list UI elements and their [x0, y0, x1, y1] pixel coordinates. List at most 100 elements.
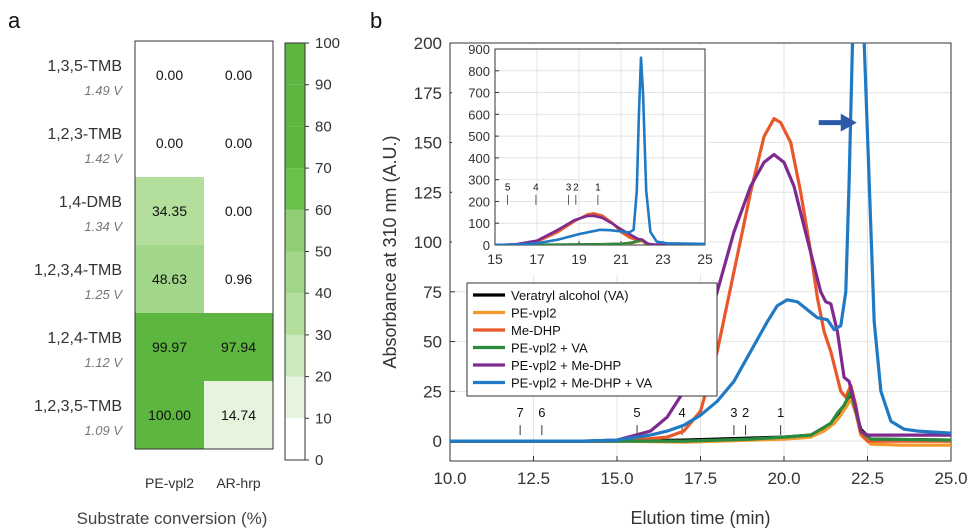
x-tick-label: 12.5 [517, 469, 550, 488]
row-potential: 1.09 V [84, 423, 123, 438]
colorbar-segment [285, 251, 305, 294]
colorbar-segment [285, 168, 305, 210]
peak-marker-label: 5 [633, 405, 640, 420]
x-tick-label: 15.0 [600, 469, 633, 488]
inset-series-line [495, 56, 705, 245]
x-axis-label: Elution time (min) [630, 508, 770, 528]
colorbar-tick-label: 0 [315, 452, 323, 469]
legend-label: Me-DHP [511, 323, 561, 338]
inset-x-tick-label: 17 [529, 251, 545, 267]
arrow-head [840, 113, 857, 132]
heatmap-cell [135, 313, 204, 381]
y-tick-label: 50 [423, 333, 442, 352]
cell-value: 0.00 [156, 135, 183, 151]
colorbar-tick-label: 40 [315, 285, 332, 302]
x-tick-label: 22.5 [851, 469, 884, 488]
heatmap-cell [204, 313, 273, 381]
colorbar-tick-label: 30 [315, 327, 332, 344]
colorbar-segment [285, 43, 305, 85]
series-line [450, 152, 951, 443]
peak-marker-label: 3 [730, 405, 737, 420]
heatmap-cell [204, 245, 273, 313]
heatmap-cell [204, 381, 273, 449]
y-tick-label: 0 [433, 432, 442, 451]
series-line [450, 43, 951, 443]
inset-peak-label: 5 [505, 183, 511, 194]
colorbar-segment [285, 334, 305, 377]
inset-series-lines [495, 56, 705, 245]
y-tick-label: 150 [414, 134, 442, 153]
inset-y-tick-label: 100 [468, 216, 490, 231]
colorbar-tick-label: 50 [315, 244, 332, 261]
legend-label: PE-vpl2 + VA [511, 341, 588, 356]
inset-y-tick-label: 600 [468, 107, 490, 122]
inset-x-tick-label: 25 [697, 251, 713, 267]
legend-label: PE-vpl2 + Me-DHP [511, 358, 621, 373]
colorbar-tick-label: 10 [315, 410, 332, 427]
colorbar-tick-label: 80 [315, 118, 332, 135]
peak-marker-label: 7 [517, 405, 524, 420]
row-potential: 1.12 V [84, 355, 123, 370]
inset-y-tick-label: 700 [468, 86, 490, 101]
cell-value: 100.00 [148, 407, 191, 423]
row-label: 1,3,5-TMB [47, 58, 122, 75]
cell-value: 48.63 [152, 271, 187, 287]
colorbar-segment [285, 126, 305, 169]
colorbar-segment [285, 376, 305, 419]
row-label: 1,2,3-TMB [47, 126, 122, 143]
chromatogram-panel: 10.0 12.5 15.0 17.5 20.0 22.5 25.0025507510012… [380, 34, 968, 528]
inset-peak-label: 2 [573, 183, 579, 194]
inset-x-tick-label: 19 [571, 251, 587, 267]
heatmap-cell [135, 177, 204, 245]
legend-label: PE-vpl2 + Me-DHP + VA [511, 376, 652, 391]
row-label: 1,2,3,4-TMB [34, 262, 122, 279]
row-label: 1,2,4-TMB [47, 330, 122, 347]
x-axis-label: Substrate conversion (%) [77, 509, 268, 528]
peak-marker-label: 4 [679, 405, 686, 420]
cell-value: 14.74 [221, 407, 256, 423]
inset-background [452, 45, 708, 275]
peak-marker-label: 1 [777, 405, 784, 420]
row-label: 1,4-DMB [59, 194, 122, 211]
legend-label: PE-vpl2 [511, 306, 557, 321]
inset-x-tick-label: 21 [613, 251, 629, 267]
heatmap-cell [135, 41, 204, 109]
x-tick-label: 17.5 [684, 469, 717, 488]
heatmap-frame [134, 40, 274, 450]
inset-y-tick-label: 200 [468, 194, 490, 209]
series-lines [450, 43, 951, 447]
colorbar-segment [285, 418, 305, 460]
row-potential: 1.25 V [84, 287, 123, 302]
inset-y-tick-label: 400 [468, 151, 490, 166]
peak-marker-label: 2 [742, 405, 749, 420]
inset-x-tick-label: 23 [655, 251, 671, 267]
colorbar-tick-label: 60 [315, 202, 332, 219]
heatmap-cell [204, 41, 273, 109]
heatmap-panel: 1,3,5-TMB 1.49 V 0.00 0.00 1,2,3-TMB 1.42 V 0.… [34, 35, 340, 528]
panel-b-label: b [370, 8, 382, 33]
plot-frame [449, 42, 952, 462]
y-tick-label: 25 [423, 382, 442, 401]
colorbar-tick-label: 100 [315, 35, 340, 52]
x-tick-label: 25.0 [934, 469, 967, 488]
row-potential: 1.42 V [84, 151, 123, 166]
cell-value: 0.00 [225, 135, 252, 151]
inset-y-tick-label: 500 [468, 129, 490, 144]
heatmap-cell [204, 177, 273, 245]
cell-value: 0.96 [225, 271, 252, 287]
y-tick-label: 175 [414, 84, 442, 103]
inset-y-tick-label: 300 [468, 173, 490, 188]
row-potential: 1.34 V [84, 219, 123, 234]
cell-value: 99.97 [152, 339, 187, 355]
colorbar-tick-label: 20 [315, 369, 332, 386]
colorbar-tick-label: 90 [315, 77, 332, 94]
heatmap-cell [204, 109, 273, 177]
inset-peak-label: 3 [566, 183, 572, 194]
legend-box [466, 282, 718, 397]
inset-y-tick-label: 900 [468, 42, 490, 57]
cell-value: 34.35 [152, 203, 187, 219]
colorbar-segment [285, 84, 305, 127]
heatmap-cell [135, 245, 204, 313]
inset-x-tick-label: 15 [487, 251, 503, 267]
